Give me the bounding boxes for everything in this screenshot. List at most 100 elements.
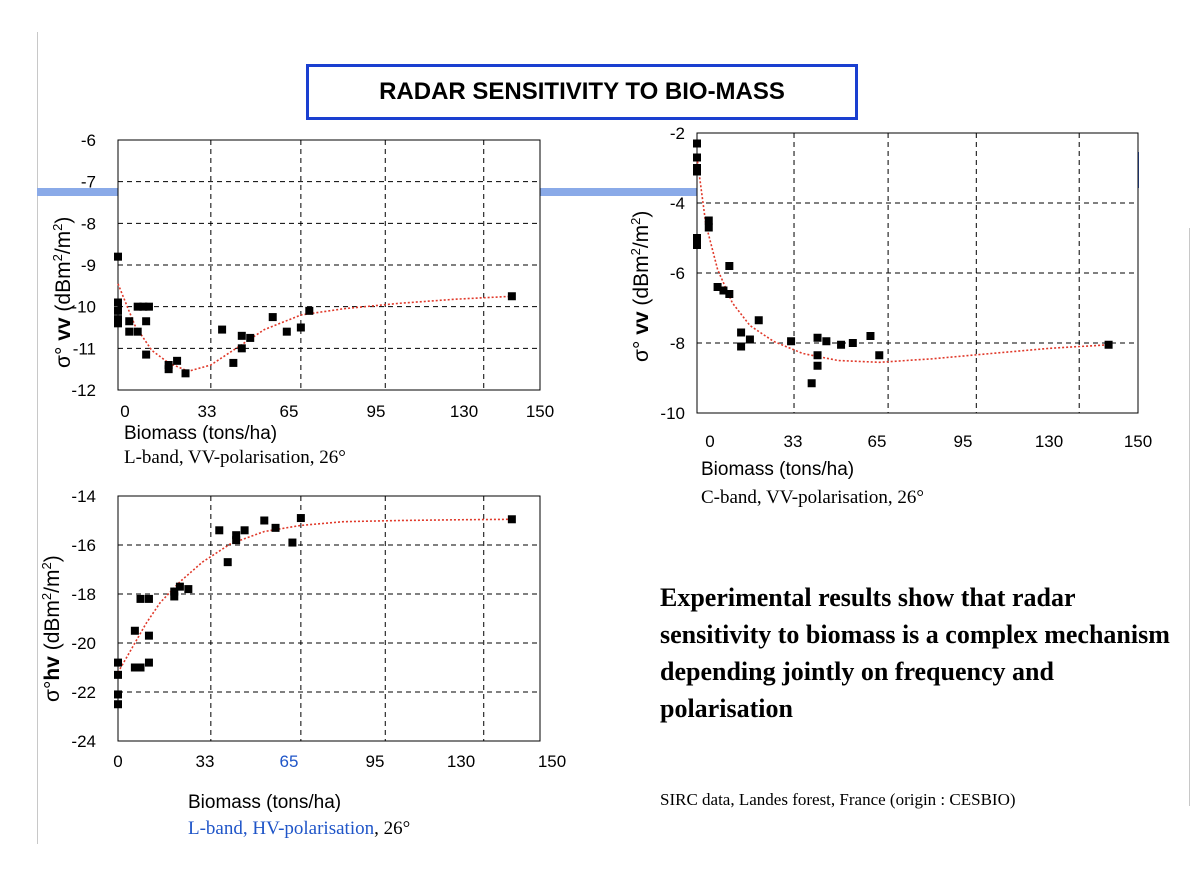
- data-point: [164, 361, 173, 369]
- data-point: [114, 252, 122, 261]
- data-point: [130, 663, 139, 672]
- x-tick-label: 130: [447, 752, 475, 771]
- data-point: [237, 344, 246, 353]
- x-tick-label: 150: [538, 752, 566, 771]
- x-tick-label: 95: [367, 402, 386, 421]
- data-point: [114, 319, 122, 328]
- y-tick-label: -9: [81, 256, 96, 275]
- data-point: [114, 298, 122, 307]
- data-point: [215, 526, 224, 535]
- data-point: [173, 356, 182, 365]
- data-point: [271, 523, 280, 532]
- x-tick-label: 33: [196, 752, 215, 771]
- data-point: [181, 369, 190, 378]
- data-point: [133, 302, 142, 311]
- y-tick-label: -16: [71, 536, 96, 555]
- data-point: [139, 302, 148, 311]
- data-point: [807, 379, 816, 388]
- conclusion-text: Experimental results show that radar sen…: [660, 583, 1170, 723]
- data-point: [114, 700, 122, 709]
- data-point: [229, 358, 238, 367]
- source-note: SIRC data, Landes forest, France (origin…: [660, 790, 1016, 809]
- y-tick-label: -8: [670, 334, 685, 353]
- data-point: [142, 317, 151, 326]
- y-tick-label: -12: [71, 381, 96, 400]
- ylabel-sigma: σ°: [41, 680, 64, 702]
- left-margin-line: [37, 32, 38, 844]
- data-point: [704, 223, 713, 232]
- data-point: [125, 327, 134, 336]
- data-point: [866, 332, 875, 340]
- chart-l-band-hv-ylabel: σ°hv (dBm2/m2): [39, 555, 65, 702]
- x-tick-label: 95: [366, 752, 385, 771]
- data-point: [114, 658, 122, 667]
- ylabel-unit: (dBm: [41, 600, 64, 651]
- data-point: [693, 139, 701, 148]
- data-point: [144, 594, 153, 603]
- data-point: [787, 337, 796, 346]
- data-point: [745, 335, 754, 344]
- data-point: [813, 351, 822, 360]
- data-point: [175, 582, 184, 591]
- data-point: [223, 558, 232, 567]
- data-point: [288, 538, 297, 547]
- data-point: [296, 323, 305, 332]
- y-tick-label: -6: [81, 131, 96, 150]
- data-point: [136, 663, 145, 672]
- data-point: [237, 331, 246, 340]
- data-point: [144, 302, 153, 311]
- data-point: [693, 241, 701, 249]
- data-point: [813, 361, 822, 370]
- page-title: RADAR SENSITIVITY TO BIO-MASS: [306, 64, 858, 120]
- data-point: [848, 339, 857, 347]
- y-tick-label: -11: [73, 339, 96, 358]
- data-point: [296, 514, 305, 523]
- data-point: [170, 592, 179, 601]
- data-point: [754, 316, 763, 325]
- ylabel-unit-mid: /m: [41, 569, 64, 593]
- x-tick-label: 0: [705, 432, 714, 451]
- accent-bar-left: [37, 188, 122, 196]
- data-point: [125, 317, 134, 326]
- y-tick-label: -8: [81, 214, 96, 233]
- ylabel-superscript-2: 2: [39, 562, 54, 570]
- trend-line: [117, 518, 512, 673]
- data-point: [822, 337, 831, 346]
- data-point: [693, 234, 701, 242]
- data-point: [114, 315, 122, 324]
- y-tick-label: -2: [670, 124, 685, 143]
- x-tick-label: 65: [280, 752, 299, 771]
- x-tick-label: 33: [198, 402, 217, 421]
- data-point: [142, 350, 151, 359]
- data-point: [837, 340, 846, 349]
- x-tick-label: 33: [784, 432, 803, 451]
- y-tick-label: -10: [71, 298, 96, 317]
- data-point: [184, 585, 193, 594]
- data-point: [725, 290, 734, 298]
- data-point: [114, 670, 122, 679]
- y-tick-label: -22: [71, 683, 96, 702]
- data-point: [725, 262, 734, 270]
- ylabel-superscript-1: 2: [39, 592, 54, 601]
- caption-angle: , 26°: [374, 818, 411, 839]
- data-point: [737, 342, 746, 351]
- accent-bar-middle: [540, 188, 698, 196]
- x-tick-label: 65: [868, 432, 887, 451]
- x-tick-label: 130: [1035, 432, 1063, 451]
- data-point: [719, 286, 728, 295]
- data-point: [507, 515, 516, 524]
- ylabel-polarisation: hv: [41, 656, 64, 681]
- data-point: [246, 333, 255, 342]
- data-point: [133, 327, 142, 336]
- data-point: [693, 167, 701, 176]
- data-point: [813, 333, 822, 342]
- data-point: [232, 536, 241, 545]
- data-point: [260, 516, 269, 525]
- data-point: [875, 351, 884, 360]
- data-point: [268, 313, 277, 322]
- right-margin-line: [1189, 228, 1190, 806]
- data-point: [144, 658, 153, 667]
- y-tick-label: -10: [660, 404, 685, 423]
